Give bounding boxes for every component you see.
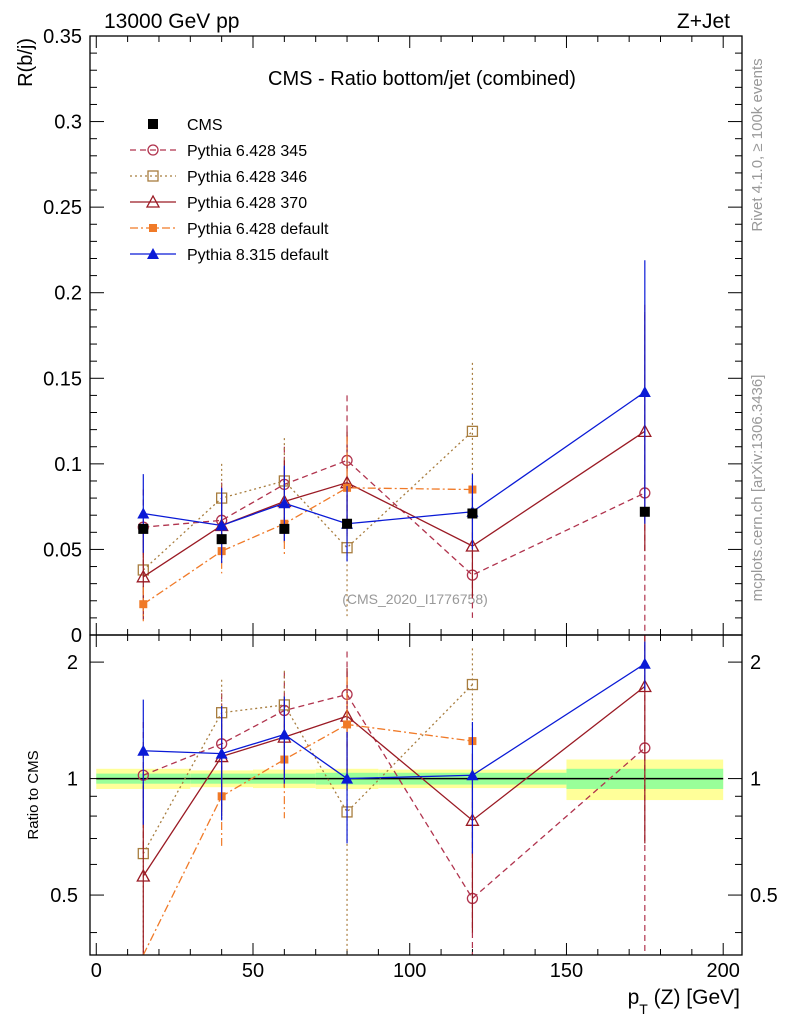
- data-point-pythia-8-315-default: [137, 507, 150, 519]
- ratio-point-pythia-6-428-370: [637, 679, 652, 693]
- x-tick-label: 0: [91, 960, 102, 982]
- ratio-point-pythia-8-315-default: [341, 772, 354, 784]
- ratio-line-pythia-6-428-default: [142, 723, 473, 956]
- legend: CMS Pythia 6.428 345 Pythia 6.428 346 Pythi…: [130, 117, 329, 264]
- legend-label-pythia-6-428-370: Pythia 6.428 370: [187, 195, 307, 212]
- x-tick-label: 200: [707, 960, 740, 982]
- y-tick-label: 0.05: [43, 539, 82, 561]
- ratio-tick-label: 0.5: [50, 885, 78, 907]
- y-tick-label: 0.35: [43, 26, 82, 48]
- data-point-pythia-8-315-default: [215, 519, 228, 531]
- legend-label-pythia-6-428-346: Pythia 6.428 346: [187, 169, 307, 186]
- ratio-point-pythia-8-315-default: [278, 728, 291, 740]
- x-axis-title: pT (Z) [GeV]: [628, 986, 740, 1017]
- ratio-line-pythia-6-428-346: [142, 684, 473, 854]
- ratio-line-pythia-6-428-370: [142, 685, 646, 877]
- legend-marker-pythia-8-315-default: [147, 248, 159, 259]
- series-line-pythia-6-428-345: [143, 459, 646, 576]
- main-panel: 0 0.05 0.1 0.15 0.2 0.25 0.3 0.35: [43, 26, 743, 955]
- ratio-y-axis-title: Ratio to CMS: [25, 750, 42, 839]
- ratio-frame: [89, 634, 743, 956]
- legend-marker-pythia-6-428-default: [149, 224, 157, 232]
- legend-label-pythia-6-428-default: Pythia 6.428 default: [187, 221, 329, 238]
- analysis-id-label: (CMS_2020_I1776758): [342, 591, 488, 607]
- legend-label-pythia-8-315-default: Pythia 8.315 default: [187, 247, 329, 264]
- cms-data-point: [138, 523, 149, 534]
- x-tick-label: 100: [393, 960, 426, 982]
- chart-title: CMS - Ratio bottom/jet (combined): [268, 68, 576, 90]
- data-point-pythia-8-315-default: [638, 385, 651, 397]
- legend-label-pythia-6-428-345: Pythia 6.428 345: [187, 143, 307, 160]
- y-tick-label: 0.25: [43, 197, 82, 219]
- mcplots-label: mcplots.cern.ch [arXiv:1306.3436]: [749, 375, 766, 602]
- cms-data-point: [467, 508, 478, 519]
- data-point-pythia-8-315-default: [278, 497, 291, 509]
- y-tick-label: 0.15: [43, 368, 82, 390]
- data-point-pythia-6-428-default: [139, 600, 148, 609]
- series-line-pythia-6-428-346: [142, 430, 473, 571]
- legend-marker-cms: [148, 119, 158, 129]
- ratio-panel: 0 50 100 150 200 0.5 0.5 1 1 2 2: [50, 634, 778, 982]
- cms-data-point: [342, 518, 353, 529]
- ratio-point-pythia-6-428-346: [466, 678, 479, 691]
- series-line-pythia-8-315-default: [143, 391, 646, 527]
- ratio-point-pythia-6-428-370: [136, 868, 151, 882]
- legend-label-cms: CMS: [187, 117, 223, 134]
- ratio-point-pythia-8-315-default: [215, 747, 228, 759]
- ratio-point-pythia-8-315-default: [466, 769, 479, 781]
- y-tick-label: 0.1: [54, 454, 82, 476]
- rivet-version-label: Rivet 4.1.0, ≥ 100k events: [749, 58, 766, 231]
- x-tick-label: 150: [550, 960, 583, 982]
- legend-marker-pythia-6-428-370: [145, 194, 161, 208]
- x-tick-label: 50: [242, 960, 264, 982]
- ratio-tick-label-right: 0.5: [750, 885, 778, 907]
- ratio-point-pythia-8-315-default: [137, 744, 150, 756]
- y-tick-label: 0.3: [54, 112, 82, 134]
- ratio-line-pythia-8-315-default: [143, 663, 646, 780]
- legend-marker-pythia-6-428-345: [147, 144, 159, 156]
- cms-data-point: [639, 506, 650, 517]
- data-point-pythia-6-428-346: [466, 425, 479, 437]
- y-axis-title: R(b/j): [15, 38, 37, 87]
- series-line-pythia-6-428-370: [142, 430, 646, 578]
- ratio-line-pythia-6-428-345: [143, 693, 646, 900]
- data-point-pythia-6-428-370: [136, 569, 151, 583]
- ratio-tick-label-right: 1: [750, 769, 761, 791]
- legend-marker-pythia-6-428-346: [147, 170, 159, 182]
- cms-data-point: [216, 534, 227, 545]
- ratio-point-pythia-8-315-default: [638, 657, 651, 669]
- ratio-point-pythia-6-428-default: [343, 720, 352, 729]
- y-tick-label: 0: [71, 625, 82, 647]
- process-label: Z+Jet: [677, 10, 730, 33]
- y-tick-label: 0.2: [54, 283, 82, 305]
- ratio-tick-label-right: 2: [750, 652, 761, 674]
- ratio-tick-label: 1: [67, 769, 78, 791]
- energy-label: 13000 GeV pp: [104, 10, 239, 33]
- ratio-tick-label: 2: [67, 652, 78, 674]
- data-point-pythia-6-428-370: [465, 538, 480, 552]
- cms-data-point: [279, 523, 290, 534]
